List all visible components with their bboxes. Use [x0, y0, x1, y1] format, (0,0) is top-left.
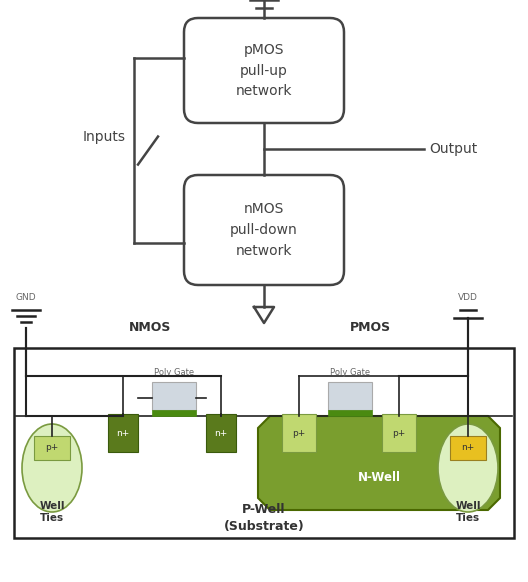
- Polygon shape: [282, 414, 316, 452]
- Text: pMOS
pull-up
network: pMOS pull-up network: [235, 43, 293, 98]
- Text: Poly Gate: Poly Gate: [330, 368, 370, 377]
- Text: Inputs: Inputs: [83, 130, 126, 144]
- Polygon shape: [34, 436, 70, 460]
- Text: NMOS: NMOS: [129, 321, 171, 334]
- Polygon shape: [206, 414, 236, 452]
- Text: Well
Ties: Well Ties: [39, 501, 65, 523]
- Text: n+: n+: [214, 430, 228, 438]
- Text: P-Well
(Substrate): P-Well (Substrate): [224, 503, 304, 533]
- FancyBboxPatch shape: [184, 175, 344, 285]
- Text: nMOS
pull-down
network: nMOS pull-down network: [230, 203, 298, 258]
- Text: VDD: VDD: [458, 293, 478, 302]
- Text: N-Well: N-Well: [357, 471, 401, 484]
- Text: Well
Ties: Well Ties: [455, 501, 481, 523]
- Text: GND: GND: [16, 293, 36, 302]
- Text: Poly Gate: Poly Gate: [154, 368, 194, 377]
- Polygon shape: [450, 436, 486, 460]
- Polygon shape: [328, 382, 372, 410]
- Polygon shape: [382, 414, 416, 452]
- Text: p+: p+: [45, 443, 59, 452]
- Polygon shape: [328, 410, 372, 416]
- Text: p+: p+: [392, 430, 406, 438]
- Text: n+: n+: [461, 443, 475, 452]
- Polygon shape: [108, 414, 138, 452]
- Text: p+: p+: [293, 430, 306, 438]
- Polygon shape: [152, 410, 196, 416]
- Polygon shape: [152, 382, 196, 410]
- Text: n+: n+: [116, 430, 130, 438]
- Ellipse shape: [438, 424, 498, 512]
- Polygon shape: [258, 416, 500, 510]
- Text: Output: Output: [429, 142, 477, 156]
- Polygon shape: [14, 348, 514, 538]
- Text: PMOS: PMOS: [350, 321, 391, 334]
- FancyBboxPatch shape: [184, 18, 344, 123]
- Ellipse shape: [22, 424, 82, 512]
